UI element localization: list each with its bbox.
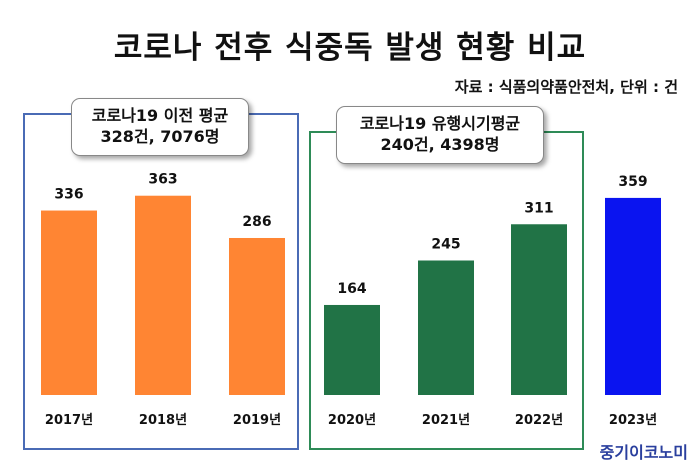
pre-covid-average-callout: 코로나19 이전 평균 328건, 7076명 [71,98,249,156]
bar-2018년 [135,195,191,395]
pre-covid-callout-line1: 코로나19 이전 평균 [91,106,229,125]
category-label: 2021년 [422,413,470,428]
value-label: 359 [618,174,647,190]
value-label: 336 [54,187,83,203]
value-label: 311 [524,200,553,216]
value-label: 286 [242,214,271,230]
bar-2021년 [418,260,474,395]
covid-callout-line1: 코로나19 유행시기평균 [359,114,521,133]
source-note: 자료 : 식품의약품안전처, 단위 : 건 [454,78,678,96]
value-label: 164 [337,281,366,297]
value-label: 245 [431,236,460,252]
bar-2023년 [605,197,661,395]
bar-2020년 [324,304,380,395]
bar-2017년 [41,210,97,395]
bar-2019년 [229,237,285,395]
covid-average-callout: 코로나19 유행시기평균 240건, 4398명 [336,106,544,164]
pre-covid-callout-line2: 328건, 7076명 [100,127,220,146]
covid-callout-line2: 240건, 4398명 [380,135,500,154]
category-label: 2022년 [515,413,563,428]
category-label: 2018년 [139,413,187,428]
category-label: 2019년 [233,413,281,428]
value-label: 363 [148,172,177,188]
publisher-watermark: 중기이코노미 [599,443,688,462]
category-label: 2023년 [609,413,657,428]
bar-2022년 [511,224,567,395]
category-label: 2017년 [45,413,93,428]
chart-title: 코로나 전후 식중독 발생 현황 비교 [113,30,587,66]
category-label: 2020년 [328,413,376,428]
